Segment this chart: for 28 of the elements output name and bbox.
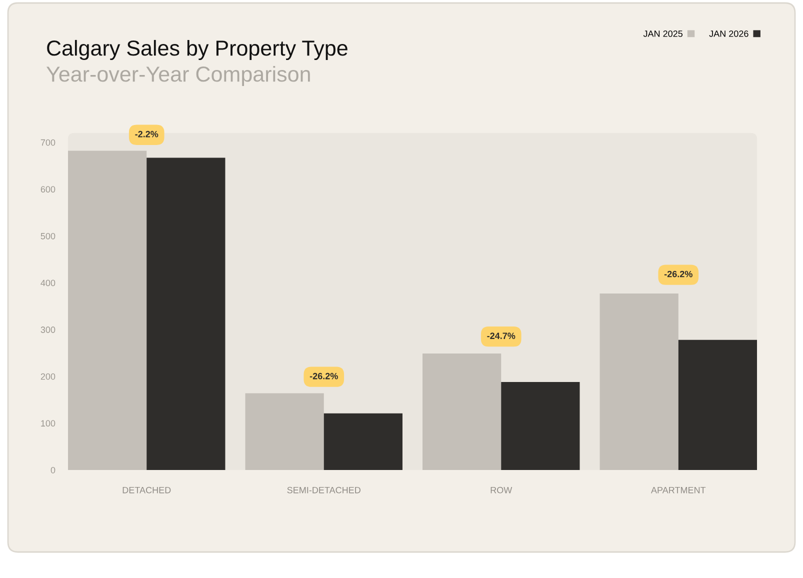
bar [600, 294, 678, 470]
legend-label: JAN 2026 [709, 30, 748, 37]
annotation: -26.2% [664, 270, 692, 278]
bar [68, 150, 147, 470]
annotation: -26.2% [310, 372, 338, 380]
x-tick-label: ROW [490, 486, 512, 494]
y-tick-label: 600 [40, 186, 56, 193]
x-tick-label: SEMI-DETACHED [287, 486, 360, 494]
bar [678, 340, 757, 470]
x-tick-label: DETACHED [122, 486, 171, 494]
chart-subtitle: Year-over-Year Comparison [46, 66, 310, 86]
bar [422, 353, 502, 470]
x-tick-label: APARTMENT [650, 487, 706, 494]
y-tick-label: 400 [40, 280, 56, 286]
bar [245, 393, 324, 470]
y-tick-label: 100 [41, 420, 56, 427]
annotation: -2.2% [135, 130, 158, 138]
chart-title: Calgary Sales by Property Type [47, 40, 348, 60]
legend-label: JAN 2025 [643, 30, 683, 37]
bar [501, 382, 580, 470]
y-tick-label: 200 [40, 373, 56, 380]
y-tick-label: 700 [40, 139, 56, 146]
annotation: -24.7% [487, 332, 516, 340]
y-tick-label: 0 [50, 466, 56, 474]
bar [146, 158, 226, 470]
y-tick-label: 300 [40, 326, 56, 333]
bar [324, 413, 402, 470]
y-tick-label: 500 [40, 232, 56, 240]
